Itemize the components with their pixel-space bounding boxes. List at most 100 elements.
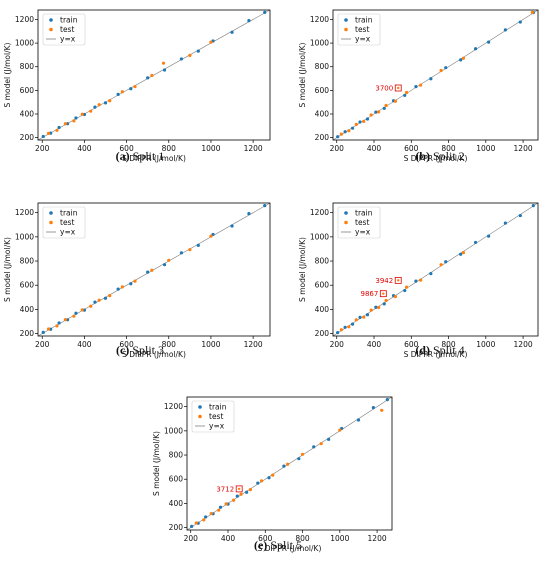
legend-box (337, 206, 381, 239)
test-point (248, 488, 252, 492)
x-axis-label: S DIPPR (J/mol/K) (122, 350, 186, 359)
train-point (103, 101, 108, 105)
train-point (93, 300, 97, 304)
y-tick-label: 800 (20, 257, 35, 266)
test-point (133, 84, 137, 89)
test-point (97, 103, 101, 107)
test-point (369, 113, 373, 117)
legend-label-test: test (209, 412, 223, 421)
train-point (336, 135, 340, 139)
caption-letter: (a) (116, 149, 130, 163)
train-point (263, 204, 267, 208)
y-axis-label: S model (J/mol/K) (3, 237, 12, 302)
train-point (196, 49, 200, 53)
test-point (338, 428, 342, 432)
train-point (487, 234, 491, 238)
train-point (247, 212, 251, 216)
test-point (461, 56, 466, 60)
scatter-panel-4: 200 400 600 800 1000 1200 200 400 600 800 1000 1200… (298, 202, 539, 359)
x-tick-label: 1200 (244, 144, 263, 153)
train-point (414, 84, 418, 89)
train-point (179, 251, 184, 255)
test-point (80, 112, 84, 116)
train-point (444, 66, 448, 70)
test-point (108, 99, 112, 103)
y-tick-label: 600 (315, 281, 330, 290)
y-tick-label: 800 (315, 62, 330, 71)
x-tick-label: 600 (119, 144, 134, 153)
plot-frame (332, 202, 539, 337)
train-point (403, 93, 407, 97)
train-point (129, 282, 133, 286)
y-tick-label: 800 (315, 257, 330, 266)
scatter-panel-5: 200 400 600 800 1000 1200 200 400 600 800 1000 1200… (152, 396, 393, 553)
y-tick-label: 400 (169, 499, 184, 508)
train-point (336, 331, 340, 335)
train-point (297, 457, 301, 461)
test-point (271, 473, 275, 477)
test-point (209, 40, 213, 44)
x-axis-label: S DIPPR (J/mol/K) (122, 154, 186, 163)
legend-box (191, 400, 235, 433)
legend-box (42, 206, 86, 239)
y-tick-label: 800 (20, 62, 35, 71)
legend-label-test: test (355, 218, 369, 227)
train-point (196, 243, 200, 247)
test-point (393, 294, 398, 299)
train-point (146, 76, 150, 80)
train-point (162, 263, 167, 267)
test-point (161, 61, 166, 65)
test-legend-marker (49, 220, 53, 225)
train-legend-marker (344, 211, 348, 215)
train-point (74, 311, 78, 315)
train-point (371, 406, 375, 410)
test-point (259, 479, 264, 483)
y-tick-label: 200 (169, 523, 184, 532)
test-point (461, 250, 466, 255)
y-tick-label: 800 (169, 451, 184, 460)
test-point (439, 68, 443, 73)
train-point (129, 87, 133, 91)
y-tick-label: 400 (315, 110, 330, 119)
train-point (350, 322, 355, 326)
panel-caption: (e) Split 5 (254, 538, 302, 552)
train-point (343, 130, 347, 134)
test-point (405, 285, 409, 289)
test-point (300, 452, 305, 456)
annotation-point (397, 86, 400, 90)
caption-text: Split 1 (130, 149, 165, 163)
x-tick-label: 200 (35, 144, 50, 153)
train-point (382, 106, 386, 110)
x-tick-label: 1000 (201, 340, 220, 349)
y-tick-label: 1000 (310, 39, 329, 48)
caption-text: Split 2 (430, 149, 465, 163)
test-point (89, 304, 93, 308)
annotation-label: 3700 (375, 85, 393, 93)
train-point (256, 481, 260, 485)
test-point (418, 83, 423, 87)
test-point (339, 132, 343, 136)
train-point (103, 296, 108, 300)
y-tick-label: 400 (315, 305, 330, 314)
train-point (356, 418, 361, 422)
test-point (217, 508, 221, 512)
train-point (116, 287, 120, 291)
y-tick-label: 200 (315, 329, 330, 338)
annotation-marker (235, 485, 243, 493)
test-point (108, 294, 112, 298)
test-point (530, 10, 535, 14)
legend-label-test: test (60, 218, 74, 227)
train-point (57, 125, 61, 130)
x-tick-label: 1000 (330, 534, 349, 543)
train-point (312, 445, 316, 449)
legend-label-y=x: y=x (355, 228, 371, 237)
test-point (319, 442, 323, 446)
x-tick-label: 800 (441, 340, 456, 349)
test-point (167, 258, 171, 262)
train-point (74, 116, 78, 120)
panel-caption: (a) Split 1 (116, 149, 165, 163)
x-tick-label: 400 (367, 340, 382, 349)
